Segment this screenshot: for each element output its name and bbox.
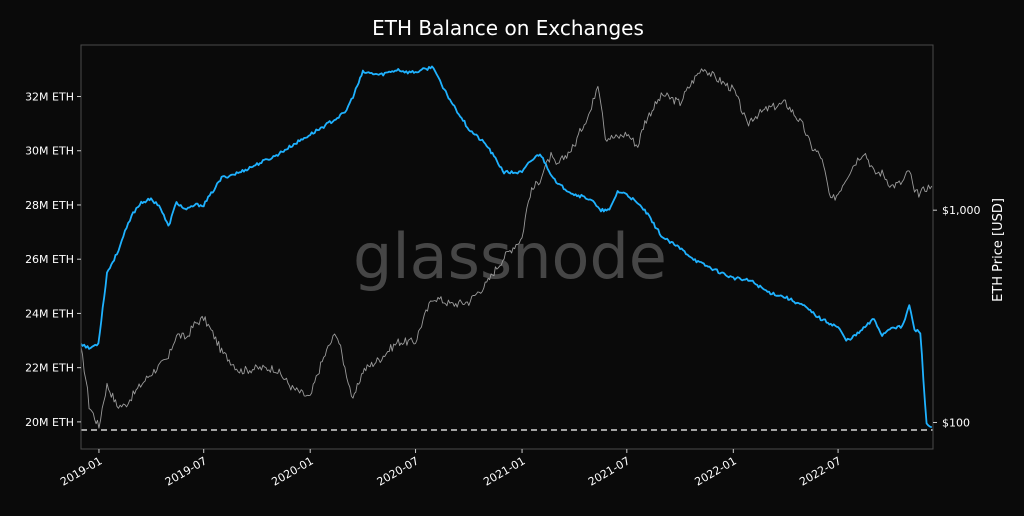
watermark: glassnode: [353, 220, 667, 293]
series-line-eth-balance: [80, 65, 933, 429]
right-axis-label: ETH Price [USD]: [991, 198, 1006, 302]
plot-layer: [80, 65, 933, 431]
y-tick-left-label: 32M ETH: [25, 91, 74, 104]
y-tick-left-label: 22M ETH: [25, 362, 74, 375]
series-line-eth-price: [80, 68, 933, 429]
y-tick-left-label: 24M ETH: [25, 307, 74, 320]
y-tick-left-label: 28M ETH: [25, 199, 74, 212]
plot-frame: [80, 44, 934, 450]
y-tick-left-label: 30M ETH: [25, 145, 74, 158]
chart-title: ETH Balance on Exchanges: [372, 16, 644, 40]
y-tick-right-label: $100: [942, 416, 970, 429]
y-tick-right-label: $1,000: [942, 204, 981, 217]
y-tick-left-label: 20M ETH: [25, 416, 74, 429]
y-tick-left-label: 26M ETH: [25, 253, 74, 266]
